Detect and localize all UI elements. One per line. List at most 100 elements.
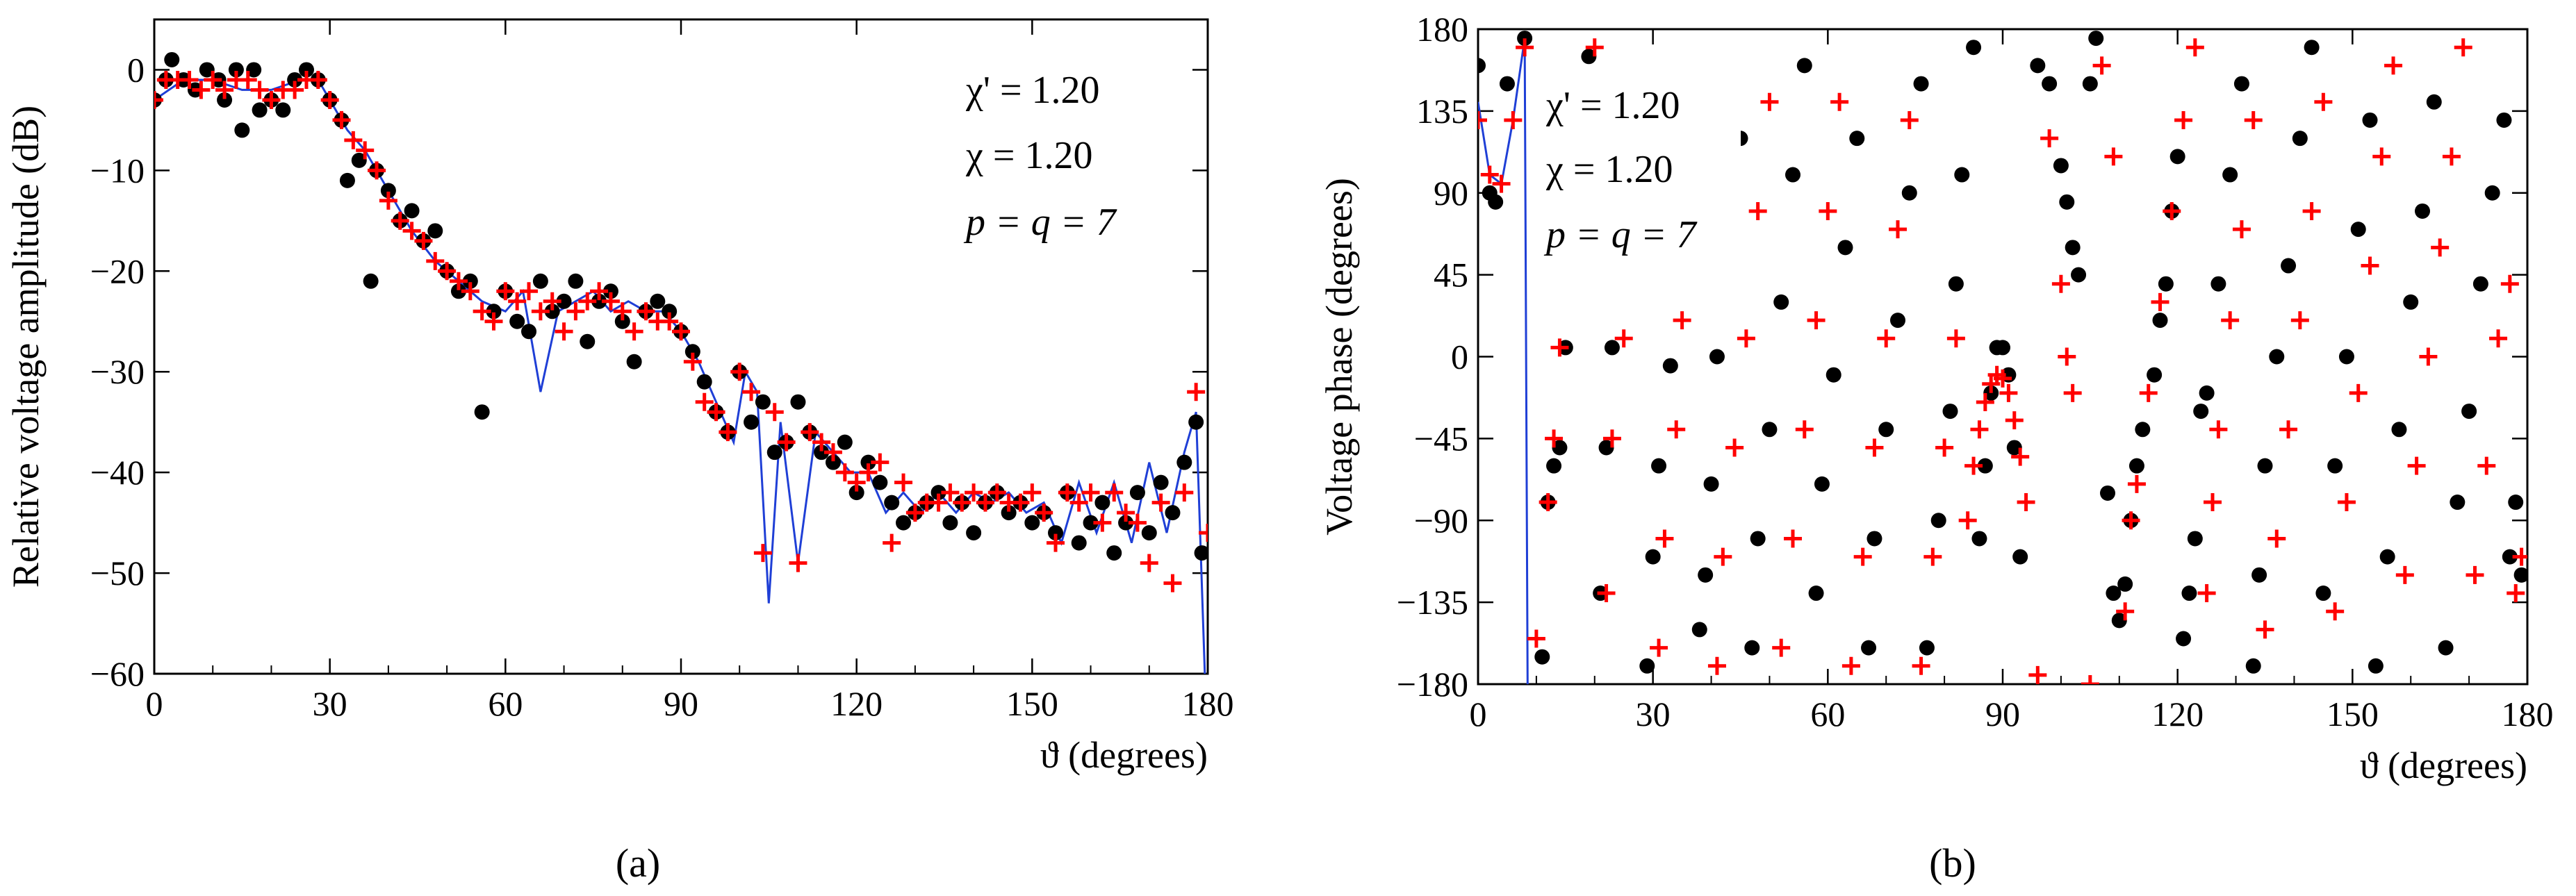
simulated-point (1725, 438, 1744, 457)
measured-point (1698, 567, 1714, 583)
x-tick-label: 150 (1006, 684, 1058, 723)
measured-point (930, 485, 946, 501)
simulated-point (1585, 38, 1604, 57)
measured-point (2502, 549, 2518, 565)
simulated-point (2361, 256, 2379, 275)
measured-point (896, 515, 912, 531)
simulated-point (1830, 92, 1849, 111)
measured-point (2111, 613, 2127, 629)
measured-point (1930, 513, 1946, 529)
simulated-point (987, 483, 1006, 502)
simulated-point (438, 262, 457, 281)
plot-area (1478, 31, 2527, 684)
measured-point (2012, 549, 2028, 565)
measured-point (1176, 454, 1192, 470)
simulated-point (566, 302, 585, 321)
measured-point (2438, 640, 2454, 656)
measured-point (884, 495, 900, 511)
simulated-point (2185, 38, 2204, 57)
simulated-point (2005, 411, 2024, 430)
measured-point (1995, 340, 2010, 356)
simulated-point (2454, 38, 2472, 57)
simulated-point (2139, 383, 2158, 402)
measured-point (1703, 476, 1719, 492)
simulated-point (1889, 220, 1907, 239)
simulated-point (1081, 483, 1100, 502)
simulated-point (262, 90, 281, 109)
simulated-point (238, 70, 257, 89)
measured-point (1129, 485, 1145, 501)
measured-point (1604, 340, 1620, 356)
simulated-point (2267, 529, 2286, 548)
simulated-point (2051, 274, 2070, 293)
simulated-point (2163, 201, 2181, 220)
simulated-point (461, 282, 479, 301)
y-tick-label: −40 (90, 453, 145, 492)
x-tick-label: 60 (1810, 695, 1845, 733)
measured-point (521, 324, 537, 340)
measured-point (246, 62, 262, 78)
measured-point (837, 434, 853, 450)
measured-point (1048, 525, 1064, 541)
simulated-point (1175, 483, 1194, 502)
simulated-point (2081, 675, 2099, 684)
measured-point (1024, 515, 1040, 531)
annotation-text: p = q = 7 (963, 201, 1117, 244)
measured-point (2379, 549, 2395, 565)
measured-point (2006, 440, 2022, 456)
measured-point (1814, 476, 1830, 492)
simulated-point (613, 302, 632, 321)
measured-point (2245, 658, 2261, 674)
simulated-point (2442, 147, 2461, 166)
measured-point (1083, 515, 1099, 531)
measured-point (744, 414, 760, 430)
simulated-point (520, 282, 539, 301)
measured-point (626, 354, 642, 370)
measured-point (1094, 495, 1110, 511)
simulated-point (1667, 420, 1686, 439)
simulated-point (2395, 565, 2414, 584)
measured-point (252, 102, 268, 118)
simulated-point (1841, 656, 1860, 675)
simulated-point (180, 70, 199, 89)
simulated-point (1650, 638, 1668, 657)
measured-point (2362, 112, 2378, 128)
simulated-point (402, 222, 421, 240)
simulated-point (2477, 456, 2496, 475)
simulated-point (1058, 483, 1076, 502)
measured-point (2292, 131, 2308, 147)
simulated-point (286, 81, 304, 99)
simulated-point (1199, 524, 1208, 542)
x-axis-title: ϑ (degrees) (2360, 745, 2527, 786)
simulated-point (707, 403, 725, 422)
simulated-point (1093, 513, 1112, 532)
measured-point (1919, 640, 1935, 656)
measured-point (275, 102, 291, 118)
measured-point (1651, 458, 1667, 474)
y-tick-label: 0 (127, 50, 145, 89)
measured-point (2030, 58, 2046, 74)
simulated-point (2349, 383, 2368, 402)
simulated-point (309, 70, 327, 89)
simulated-point (929, 493, 948, 512)
measured-point (966, 525, 982, 541)
simulated-point (601, 292, 620, 310)
measured-point (2484, 185, 2500, 201)
measured-point (1744, 640, 1760, 656)
simulated-point (625, 322, 643, 341)
measured-point (591, 293, 607, 309)
measured-point (580, 333, 596, 349)
simulated-point (835, 463, 854, 482)
chart-panel-b: 0 30 60 90 120 150 180 180 135 90 45 0 −45 −90 −135 −18… (1318, 10, 2554, 786)
measured-point (474, 404, 490, 420)
simulated-point (1545, 429, 1564, 448)
y-tick-label: −50 (90, 554, 145, 592)
measured-point (532, 273, 548, 289)
measured-point (2338, 349, 2354, 365)
measured-point (2257, 458, 2273, 474)
y-tick-label: −135 (1397, 583, 1468, 622)
measured-point (2193, 404, 2209, 420)
simulated-point (1480, 165, 1499, 184)
x-tick-label: 30 (313, 684, 347, 723)
y-tick-label: −180 (1397, 665, 1468, 704)
